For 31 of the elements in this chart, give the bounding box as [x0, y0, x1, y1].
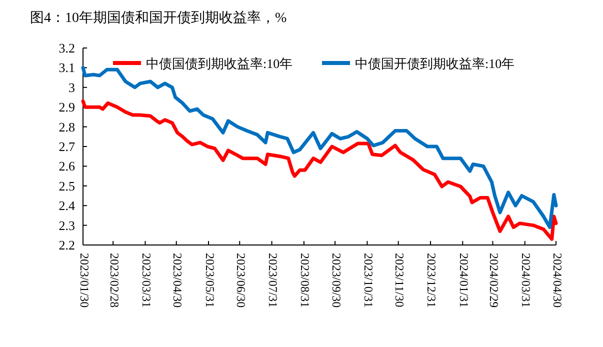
- x-tick-label: 2023/12/31: [424, 253, 439, 308]
- y-tick-label: 2.8: [58, 119, 75, 134]
- y-tick-label: 2.4: [58, 198, 76, 214]
- chart-title: 图4：10年期国债和国开债到期收益率，%: [30, 10, 287, 26]
- x-tick-label: 2023/10/31: [361, 253, 376, 308]
- x-tick-label: 2023/05/31: [202, 253, 217, 308]
- y-tick-label: 2.6: [58, 158, 76, 174]
- x-tick-label: 2024/03/31: [519, 253, 534, 308]
- x-tick-label: 2023/11/30: [392, 253, 407, 308]
- x-tick-label: 2023/02/28: [107, 253, 122, 308]
- x-tick-label: 2024/01/31: [456, 253, 471, 308]
- line-series: [81, 99, 558, 241]
- x-tick-label: 2023/03/31: [139, 253, 154, 308]
- x-tick-label: 2023/08/31: [298, 253, 312, 308]
- y-tick-label: 2.3: [58, 218, 75, 233]
- x-tick-label: 2023/09/30: [329, 253, 344, 308]
- y-tick-label: 3.2: [58, 40, 75, 56]
- y-tick-label: 3: [68, 80, 75, 95]
- x-tick-label: 2023/04/30: [170, 253, 185, 308]
- x-tick-label: 2023/01/30: [77, 253, 92, 308]
- x-tick-label: 2024/04/30: [550, 253, 564, 308]
- y-tick-label: 2.2: [58, 238, 75, 252]
- x-tick-label: 2024/02/29: [486, 253, 501, 308]
- y-tick-label: 2.5: [58, 178, 75, 194]
- legend-label: 中债国开债到期收益率:10年: [355, 56, 515, 71]
- y-tick-label: 3.1: [58, 60, 75, 76]
- x-tick-label: 2023/07/31: [266, 253, 280, 308]
- legend-label: 中债国债到期收益率:10年: [146, 56, 293, 71]
- x-tick-label: 2023/06/30: [234, 253, 248, 308]
- y-tick-label: 2.7: [58, 139, 76, 154]
- y-tick-label: 2.9: [58, 100, 75, 115]
